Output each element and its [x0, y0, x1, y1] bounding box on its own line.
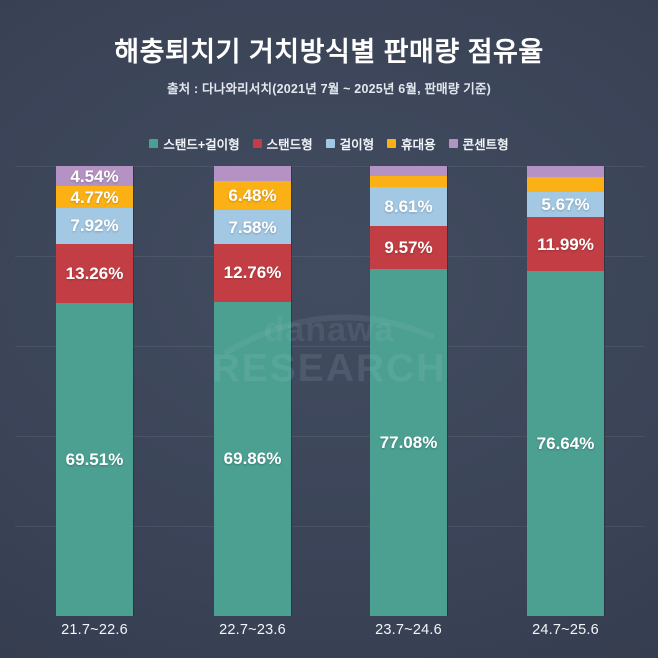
legend-swatch-icon	[448, 139, 458, 148]
segment-value-label: 5.67%	[541, 194, 590, 214]
segment-value-label: 12.76%	[223, 263, 282, 283]
gridline	[15, 526, 645, 527]
legend-item-0[interactable]: 스탠드+걸이형	[149, 134, 240, 153]
gridline	[15, 346, 645, 347]
bar-segment-콘센트형[interactable]	[527, 166, 604, 177]
bar-segment-스탠드형[interactable]: 13.26%	[56, 243, 133, 304]
legend-swatch-icon	[387, 139, 397, 148]
bar-segment-스탠드+걸이형[interactable]: 69.51%	[56, 303, 133, 616]
segment-value-label: 11.99%	[537, 234, 594, 254]
bar-segment-스탠드형[interactable]: 12.76%	[214, 244, 291, 302]
bar-segment-스탠드+걸이형[interactable]: 77.08%	[370, 269, 447, 616]
legend-label: 걸이형	[339, 138, 375, 152]
x-axis-label: 21.7~22.6	[61, 622, 128, 638]
segment-value-label: 13.26%	[65, 263, 124, 283]
legend-item-1[interactable]: 스탠드형	[252, 134, 313, 153]
legend-label: 콘센트형	[462, 138, 509, 152]
legend-swatch-icon	[325, 139, 335, 148]
legend-label: 휴대용	[401, 138, 436, 152]
x-axis-label: 23.7~24.6	[375, 622, 442, 638]
legend-swatch-icon	[149, 139, 159, 148]
segment-value-label: 77.08%	[379, 433, 438, 453]
segment-value-label: 8.61%	[384, 197, 433, 217]
x-axis-label: 22.7~23.6	[219, 622, 286, 638]
plot-area: 4.54% 4.77% 7.92% 13.26% 69.51% 6.48% 7.58% 12.…	[0, 166, 658, 616]
segment-value-label: 4.77%	[70, 187, 119, 207]
bar-segment-휴대용[interactable]: 4.77%	[56, 186, 133, 208]
bar-segment-콘센트형[interactable]: 4.54%	[56, 166, 133, 187]
bar-column-23.7~24.6: 8.61% 9.57% 77.08%	[370, 166, 447, 616]
bar-segment-스탠드형[interactable]: 9.57%	[370, 226, 447, 270]
bar-segment-스탠드+걸이형[interactable]: 76.64%	[527, 271, 604, 616]
legend-item-4[interactable]: 콘센트형	[448, 134, 509, 153]
bar-segment-걸이형[interactable]: 8.61%	[370, 187, 447, 227]
segment-value-label: 7.58%	[228, 217, 277, 237]
bar-segment-휴대용[interactable]: 6.48%	[214, 180, 291, 211]
chart-subtitle: 출처 : 다나와리서치(2021년 7월 ~ 2025년 6월, 판매량 기준)	[166, 82, 492, 96]
bar-segment-콘센트형[interactable]	[214, 166, 291, 181]
bar-segment-콘센트형[interactable]	[370, 166, 447, 177]
legend-item-3[interactable]: 휴대용	[387, 134, 436, 153]
gridline	[15, 436, 645, 437]
bar-segment-휴대용[interactable]	[527, 176, 604, 192]
gridline	[15, 256, 645, 257]
segment-value-label: 4.54%	[70, 166, 119, 186]
bar-column-21.7~22.6: 4.54% 4.77% 7.92% 13.26% 69.51%	[56, 166, 133, 616]
legend: 스탠드+걸이형 스탠드형 걸이형 휴대용 콘센트형	[0, 134, 658, 153]
bar-segment-스탠드형[interactable]: 11.99%	[527, 217, 604, 272]
bar-segment-스탠드+걸이형[interactable]: 69.86%	[214, 301, 291, 616]
segment-value-label: 69.86%	[223, 449, 282, 469]
legend-label: 스탠드형	[266, 138, 313, 152]
x-axis: 21.7~22.6 22.7~23.6 23.7~24.6 24.7~25.6	[0, 622, 658, 642]
x-axis-label: 24.7~25.6	[532, 622, 599, 638]
chart-title: 해충퇴치기 거치방식별 판매량 점유율	[114, 37, 544, 67]
bar-segment-휴대용[interactable]	[370, 176, 447, 188]
segment-value-label: 76.64%	[536, 434, 595, 454]
segment-value-label: 6.48%	[228, 186, 277, 206]
segment-value-label: 9.57%	[384, 238, 433, 258]
bar-segment-걸이형[interactable]: 7.92%	[56, 207, 133, 244]
gridline	[15, 166, 645, 167]
bar-segment-걸이형[interactable]: 7.58%	[214, 210, 291, 245]
legend-item-2[interactable]: 걸이형	[325, 134, 375, 153]
segment-value-label: 69.51%	[65, 450, 124, 470]
bar-column-22.7~23.6: 6.48% 7.58% 12.76% 69.86%	[214, 166, 291, 616]
segment-value-label: 7.92%	[70, 216, 119, 236]
bar-segment-걸이형[interactable]: 5.67%	[527, 191, 604, 218]
legend-swatch-icon	[252, 139, 262, 148]
bar-column-24.7~25.6: 5.67% 11.99% 76.64%	[527, 166, 604, 616]
legend-label: 스탠드+걸이형	[163, 138, 240, 152]
